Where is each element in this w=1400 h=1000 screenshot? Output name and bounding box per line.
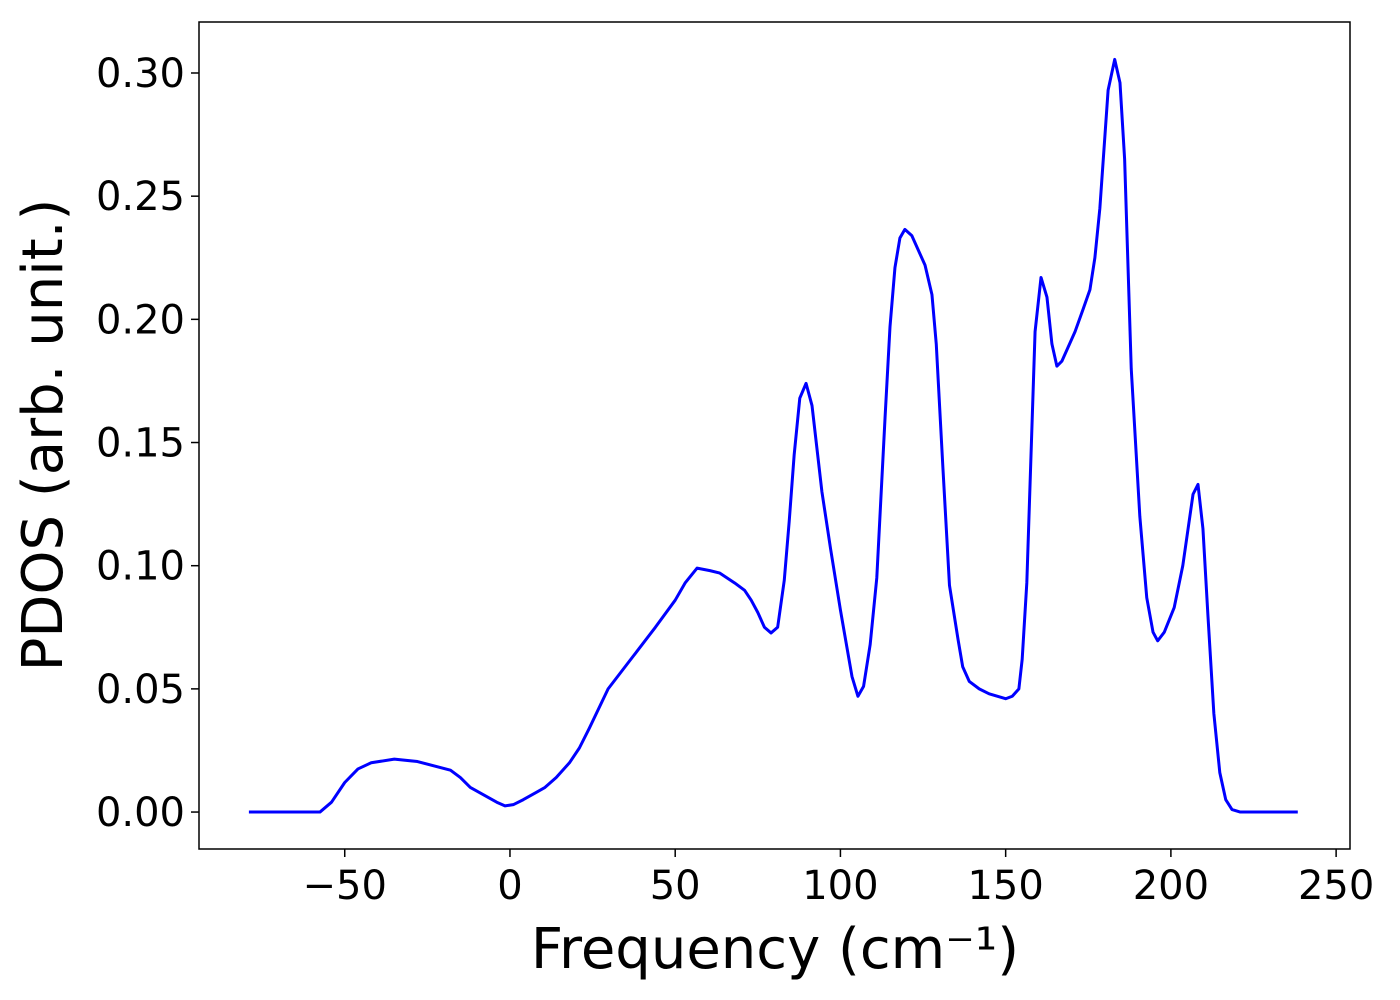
x-tick-label: 100 xyxy=(802,863,878,909)
x-tick-label: −50 xyxy=(303,863,387,909)
x-tick-label: 200 xyxy=(1133,863,1209,909)
y-tick-label: 0.15 xyxy=(96,421,185,467)
y-tick-label: 0.05 xyxy=(96,667,185,713)
y-tick-label: 0.10 xyxy=(96,544,185,590)
x-axis-label: Frequency (cm⁻¹) xyxy=(531,917,1019,982)
x-tick-label: 0 xyxy=(497,863,522,909)
y-tick-label: 0.25 xyxy=(96,174,185,220)
x-tick-label: 150 xyxy=(967,863,1043,909)
y-tick-label: 0.00 xyxy=(96,790,185,836)
line-series xyxy=(248,57,1298,814)
plot-frame xyxy=(198,21,1351,850)
y-tick-label: 0.20 xyxy=(96,297,185,343)
y-axis-label: PDOS (arb. unit.) xyxy=(11,199,76,672)
x-tick-label: 50 xyxy=(650,863,701,909)
y-tick-label: 0.30 xyxy=(96,51,185,97)
x-tick-label: 250 xyxy=(1298,863,1374,909)
